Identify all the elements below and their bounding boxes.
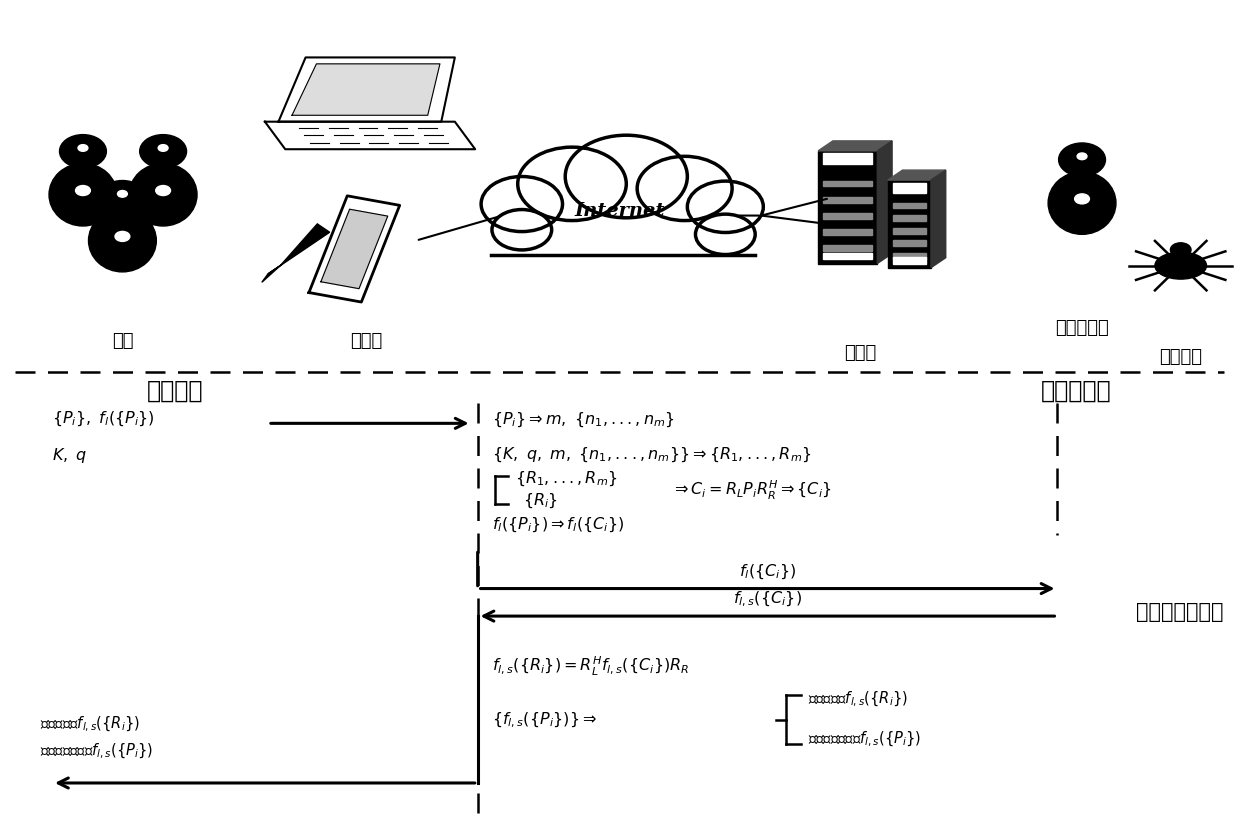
Text: 恶意实体: 恶意实体	[1160, 349, 1202, 366]
Polygon shape	[877, 141, 892, 264]
Circle shape	[492, 209, 551, 250]
Circle shape	[518, 147, 626, 221]
Polygon shape	[321, 209, 388, 289]
Text: 诚实，接受$f_{l,s}(\{R_i\})$: 诚实，接受$f_{l,s}(\{R_i\})$	[808, 690, 908, 709]
Bar	[893, 257, 926, 264]
Bar	[823, 197, 872, 202]
Bar	[823, 253, 872, 260]
Circle shape	[156, 186, 171, 196]
Polygon shape	[292, 64, 440, 115]
Ellipse shape	[88, 209, 156, 272]
Ellipse shape	[1155, 252, 1207, 279]
Bar	[893, 182, 926, 193]
Ellipse shape	[129, 164, 197, 226]
Text: $f_l(\{C_i\})$: $f_l(\{C_i\})$	[738, 563, 797, 581]
Text: 不诚实，不接受$f_{l,s}(\{P_i\})$: 不诚实，不接受$f_{l,s}(\{P_i\})$	[40, 742, 154, 761]
Bar	[823, 181, 872, 186]
Bar	[823, 245, 872, 251]
Text: $f_{l,s}(\{R_i\}) = R_L^H f_{l,s}(\{C_i\})R_R$: $f_{l,s}(\{R_i\}) = R_L^H f_{l,s}(\{C_i\…	[492, 654, 690, 678]
Ellipse shape	[1058, 143, 1105, 176]
Bar	[823, 154, 872, 165]
Text: 服务器: 服务器	[844, 344, 876, 362]
Text: $\{R_1,...,R_m\}$: $\{R_1,...,R_m\}$	[514, 470, 617, 488]
Ellipse shape	[59, 134, 107, 168]
Circle shape	[637, 156, 732, 221]
Text: Internet: Internet	[575, 202, 664, 220]
Text: $f_{l,s}(\{C_i\})$: $f_{l,s}(\{C_i\})$	[733, 590, 802, 609]
Polygon shape	[818, 141, 892, 151]
Circle shape	[1074, 194, 1089, 204]
Text: $\Rightarrow C_i = R_L P_i R_R^H \Rightarrow \{C_i\}$: $\Rightarrow C_i = R_L P_i R_R^H \Righta…	[672, 479, 833, 501]
Polygon shape	[279, 57, 455, 122]
Circle shape	[118, 191, 128, 197]
Bar	[818, 151, 877, 264]
Circle shape	[115, 231, 130, 241]
Bar	[823, 228, 872, 234]
Bar	[823, 213, 872, 218]
Bar	[893, 202, 926, 208]
Text: 计算提供者: 计算提供者	[1041, 379, 1111, 403]
Text: 加密用户: 加密用户	[147, 379, 203, 403]
Text: 计算提供者计算: 计算提供者计算	[1136, 602, 1224, 622]
Circle shape	[695, 214, 756, 255]
Text: $\{f_{l,s}(\{P_i\})\} \Rightarrow$: $\{f_{l,s}(\{P_i\})\} \Rightarrow$	[492, 711, 597, 730]
Text: 服务提供商: 服务提供商	[1056, 319, 1109, 337]
Polygon shape	[268, 224, 330, 274]
Circle shape	[78, 144, 88, 151]
Text: $f_l(\{P_i\}) \Rightarrow f_l(\{C_i\})$: $f_l(\{P_i\}) \Rightarrow f_l(\{C_i\})$	[492, 515, 624, 533]
Text: $K,\ q$: $K,\ q$	[52, 445, 88, 465]
Polygon shape	[261, 265, 280, 282]
Polygon shape	[265, 122, 476, 150]
Ellipse shape	[99, 181, 146, 214]
Text: $\{K,\ q,\ m,\ \{n_1,...,n_m\}\} \Rightarrow \{R_1,...,R_m\}$: $\{K,\ q,\ m,\ \{n_1,...,n_m\}\} \Righta…	[492, 446, 812, 465]
Polygon shape	[930, 170, 945, 268]
Bar	[491, 205, 748, 255]
Polygon shape	[888, 170, 945, 180]
Text: $\{R_i\}$: $\{R_i\}$	[523, 491, 559, 510]
Circle shape	[565, 135, 688, 218]
Text: $\{P_i\} \Rightarrow m,\ \{n_1,...,n_m\}$: $\{P_i\} \Rightarrow m,\ \{n_1,...,n_m\}…	[492, 411, 675, 429]
Text: 诚实，接受$f_{l,s}(\{R_i\})$: 诚实，接受$f_{l,s}(\{R_i\})$	[40, 715, 140, 734]
Circle shape	[76, 186, 90, 196]
Circle shape	[688, 181, 763, 233]
Polygon shape	[309, 196, 400, 302]
Bar	[893, 253, 926, 259]
Bar	[893, 240, 926, 246]
Text: $\{P_i\},\ f_l(\{P_i\})$: $\{P_i\},\ f_l(\{P_i\})$	[52, 410, 155, 428]
Circle shape	[1077, 153, 1087, 160]
Ellipse shape	[1048, 171, 1116, 234]
Circle shape	[481, 176, 563, 232]
Circle shape	[159, 144, 169, 151]
Bar	[888, 180, 930, 268]
Text: 客户机: 客户机	[351, 332, 383, 349]
Bar	[893, 215, 926, 221]
Text: 用户: 用户	[112, 332, 133, 349]
Text: 不诚实，不接受$f_{l,s}(\{P_i\})$: 不诚实，不接受$f_{l,s}(\{P_i\})$	[808, 730, 922, 749]
Circle shape	[1171, 243, 1191, 257]
Ellipse shape	[50, 164, 116, 226]
Ellipse shape	[140, 134, 187, 168]
Bar	[893, 228, 926, 234]
